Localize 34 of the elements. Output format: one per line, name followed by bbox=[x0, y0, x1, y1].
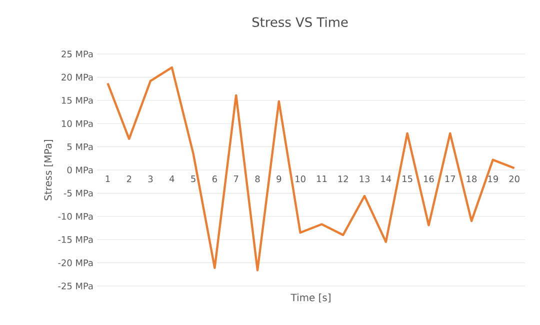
x-tick-label: 6 bbox=[212, 176, 217, 182]
y-tick-label: -15 MPa bbox=[58, 236, 93, 243]
x-tick-label: 16 bbox=[424, 176, 434, 182]
x-axis-title: Time [s] bbox=[290, 294, 330, 302]
x-tick-label: 1 bbox=[106, 176, 110, 182]
x-tick-label: 7 bbox=[234, 176, 238, 182]
x-tick-label: 5 bbox=[191, 176, 196, 182]
y-tick-label: -20 MPa bbox=[58, 259, 93, 266]
y-tick-label: 25 MPa bbox=[62, 50, 93, 58]
chart-title: Stress VS Time bbox=[252, 16, 348, 28]
x-tick-label: 3 bbox=[148, 176, 153, 182]
x-tick-label: 12 bbox=[338, 176, 348, 182]
x-tick-label: 10 bbox=[296, 176, 306, 182]
x-tick-label: 8 bbox=[255, 176, 260, 182]
y-tick-label: -25 MPa bbox=[58, 282, 93, 290]
x-tick-label: 4 bbox=[169, 176, 174, 182]
y-tick-label: 15 MPa bbox=[62, 97, 93, 104]
x-tick-label: 9 bbox=[276, 176, 282, 182]
x-tick-label: 15 bbox=[402, 176, 412, 182]
x-tick-label: 18 bbox=[466, 176, 477, 182]
y-axis-title: Stress [MPa] bbox=[44, 140, 53, 200]
x-tick-label: 20 bbox=[509, 176, 520, 182]
y-tick-label: -5 MPa bbox=[64, 190, 93, 197]
x-tick-label: 17 bbox=[445, 176, 456, 182]
y-tick-label: 0 MPa bbox=[67, 166, 93, 174]
y-tick-label: 10 MPa bbox=[62, 120, 93, 127]
x-tick-label: 2 bbox=[126, 176, 132, 182]
y-tick-label: 5 MPa bbox=[67, 143, 93, 150]
x-tick-label: 11 bbox=[316, 176, 327, 182]
x-tick-label: 19 bbox=[488, 176, 498, 182]
y-tick-label: -10 MPa bbox=[58, 213, 93, 220]
x-tick-label: 14 bbox=[381, 176, 392, 182]
x-tick-label: 13 bbox=[360, 176, 370, 182]
y-tick-label: 20 MPa bbox=[62, 74, 93, 81]
